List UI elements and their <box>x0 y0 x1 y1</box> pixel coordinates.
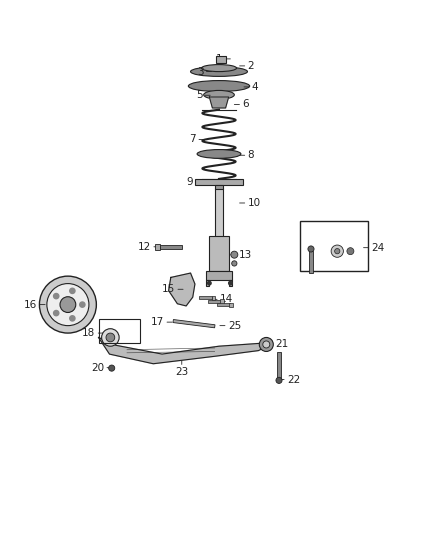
Text: 21: 21 <box>267 340 288 350</box>
Bar <box>99 319 140 343</box>
Bar <box>206 271 232 280</box>
Bar <box>309 251 313 273</box>
Ellipse shape <box>188 80 250 92</box>
Text: 12: 12 <box>138 242 159 252</box>
Circle shape <box>70 316 75 321</box>
Text: 3: 3 <box>197 67 212 77</box>
Bar <box>209 236 229 271</box>
Circle shape <box>276 377 282 383</box>
Bar <box>212 296 215 300</box>
Bar <box>155 244 160 250</box>
Circle shape <box>39 276 96 333</box>
Text: 20: 20 <box>91 362 112 373</box>
Circle shape <box>53 311 59 316</box>
Text: 2: 2 <box>240 61 254 71</box>
Text: 5: 5 <box>196 90 210 100</box>
Bar <box>220 300 224 304</box>
Circle shape <box>106 333 115 342</box>
Text: 15: 15 <box>162 284 183 294</box>
Text: 16: 16 <box>24 300 45 310</box>
Circle shape <box>259 337 273 351</box>
Circle shape <box>208 281 211 285</box>
Text: 6: 6 <box>234 100 249 109</box>
Bar <box>216 56 226 63</box>
Bar <box>215 188 223 240</box>
Circle shape <box>53 294 59 298</box>
Bar <box>300 221 368 271</box>
Circle shape <box>308 246 314 252</box>
Circle shape <box>70 288 75 294</box>
Bar <box>195 179 243 185</box>
Ellipse shape <box>191 67 247 76</box>
Text: 19: 19 <box>105 333 118 343</box>
Bar <box>199 296 212 300</box>
Circle shape <box>335 248 340 254</box>
Text: 9: 9 <box>186 177 201 188</box>
Circle shape <box>232 261 237 266</box>
Text: 7: 7 <box>190 134 204 144</box>
Text: 18: 18 <box>82 328 103 338</box>
Polygon shape <box>209 97 229 108</box>
Bar <box>229 303 233 307</box>
Circle shape <box>60 297 76 312</box>
Polygon shape <box>169 273 195 306</box>
Bar <box>173 319 215 328</box>
Bar <box>215 185 223 189</box>
Ellipse shape <box>204 91 234 99</box>
Bar <box>229 280 232 286</box>
Polygon shape <box>99 337 267 364</box>
Circle shape <box>47 284 89 326</box>
Text: 25: 25 <box>220 321 241 330</box>
Text: 4: 4 <box>244 82 258 92</box>
Circle shape <box>331 245 343 257</box>
Circle shape <box>109 365 115 371</box>
Text: 13: 13 <box>231 249 252 260</box>
Text: 10: 10 <box>240 198 261 208</box>
Bar <box>208 300 221 303</box>
Ellipse shape <box>201 64 237 71</box>
Circle shape <box>229 281 232 285</box>
Bar <box>277 352 281 381</box>
Bar <box>217 303 230 306</box>
Bar <box>160 245 182 248</box>
Text: 23: 23 <box>175 361 188 377</box>
Circle shape <box>263 341 270 348</box>
Text: 22: 22 <box>279 375 300 384</box>
Bar <box>206 280 209 286</box>
Circle shape <box>347 248 354 255</box>
Circle shape <box>231 251 238 258</box>
Circle shape <box>102 329 119 346</box>
Text: 24: 24 <box>364 243 385 253</box>
Text: 17: 17 <box>151 317 172 327</box>
Ellipse shape <box>197 150 241 158</box>
Text: 14: 14 <box>212 294 233 304</box>
Circle shape <box>80 302 85 307</box>
Text: 8: 8 <box>240 150 254 160</box>
Text: 1: 1 <box>216 54 230 64</box>
